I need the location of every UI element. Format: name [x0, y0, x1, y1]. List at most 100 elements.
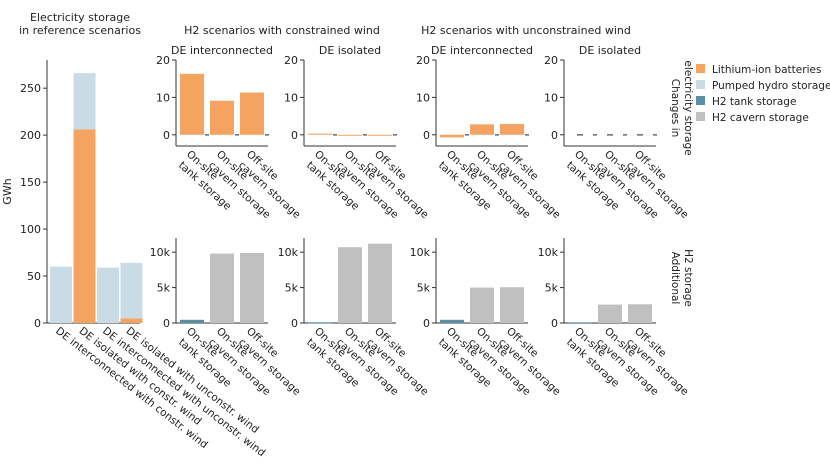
bar-pumped-hydro-storage	[120, 262, 143, 319]
bar-lithium-ion-batteries	[338, 134, 362, 136]
zero-marker	[333, 134, 337, 136]
y-tick-label: 20	[544, 54, 558, 67]
y-tick-label: 10k	[538, 246, 559, 259]
bar-h2-tank-storage	[440, 319, 464, 323]
bar-lithium-ion-batteries	[308, 133, 332, 135]
y-tick-label: 50	[27, 270, 41, 283]
y-tick-label: 0	[423, 129, 430, 142]
legend-swatch-lithium	[696, 64, 705, 73]
row-label-top-2: electricity storage	[682, 60, 694, 155]
zero-marker	[577, 134, 583, 136]
group-title-unconstrained: H2 scenarios with unconstrained wind	[421, 24, 631, 37]
y-tick-label: 5k	[417, 282, 431, 295]
y-tick-label: 200	[20, 129, 41, 142]
bar-lithium-ion-batteries	[73, 129, 96, 323]
bar-lithium-ion-batteries	[368, 134, 392, 136]
bar-h2-cavern-storage	[470, 287, 494, 323]
y-tick-label: 0	[291, 129, 298, 142]
bar-h2-cavern-storage	[628, 304, 652, 323]
y-axis-label: GWh	[1, 178, 14, 204]
bar-lithium-ion-batteries	[240, 92, 264, 135]
legend-label-pumped-hydro: Pumped hydro storage	[712, 80, 830, 92]
zero-marker	[265, 134, 269, 136]
zero-marker	[525, 134, 529, 136]
y-tick-label: 10k	[150, 246, 171, 259]
zero-marker	[363, 134, 367, 136]
bar-pumped-hydro-storage	[73, 73, 96, 130]
legend-swatch-pumped-hydro	[696, 80, 705, 89]
legend-label-lithium: Lithium-ion batteries	[712, 64, 821, 76]
bar-lithium-ion-batteries	[210, 100, 234, 135]
bar-pumped-hydro-storage	[50, 266, 72, 323]
y-tick-label: 10	[544, 91, 558, 104]
bar-lithium-ion-batteries	[120, 318, 143, 323]
zero-marker	[205, 134, 209, 136]
zero-marker	[607, 134, 613, 136]
panel-title: DE isolated	[579, 44, 641, 57]
panel-title: DE interconnected	[431, 44, 533, 57]
panel-title: DE interconnected	[171, 44, 273, 57]
group-title-constrained: H2 scenarios with constrained wind	[184, 24, 380, 37]
bar-h2-cavern-storage	[598, 304, 622, 323]
bar-h2-tank-storage	[180, 319, 204, 323]
panel-title: DE isolated	[319, 44, 381, 57]
zero-marker	[465, 134, 469, 136]
y-tick-label: 250	[20, 82, 41, 95]
zero-marker	[637, 134, 643, 136]
bar-h2-tank-storage	[308, 322, 332, 324]
row-label-bottom-2: H2 storage	[682, 249, 694, 307]
legend: Lithium-ion batteries Pumped hydro stora…	[696, 64, 830, 124]
ref-title-line1: Electricity storage	[30, 11, 130, 24]
y-tick-label: 5k	[545, 282, 559, 295]
y-tick-label: 5k	[157, 282, 171, 295]
y-tick-label: 10k	[278, 246, 299, 259]
bar-lithium-ion-batteries	[500, 123, 524, 135]
bar-lithium-ion-batteries	[470, 124, 494, 135]
y-tick-label: 0	[423, 317, 430, 330]
y-tick-label: 10	[156, 91, 170, 104]
legend-label-h2-tank: H2 tank storage	[712, 96, 796, 108]
y-tick-label: 10	[416, 91, 430, 104]
y-tick-label: 5k	[285, 282, 299, 295]
legend-label-h2-cavern: H2 cavern storage	[712, 112, 809, 124]
zero-marker	[495, 134, 499, 136]
row-label-top-1: Changes in	[669, 79, 681, 138]
bar-h2-cavern-storage	[368, 243, 392, 323]
bar-h2-cavern-storage	[338, 247, 362, 323]
bar-lithium-ion-batteries	[440, 134, 464, 138]
bar-h2-cavern-storage	[210, 253, 234, 323]
y-tick-label: 10k	[410, 246, 431, 259]
y-tick-label: 20	[416, 54, 430, 67]
y-tick-label: 150	[20, 176, 41, 189]
legend-swatch-h2-cavern	[696, 112, 705, 121]
bar-lithium-ion-batteries	[180, 73, 204, 135]
bar-h2-cavern-storage	[240, 252, 264, 323]
y-tick-label: 0	[551, 129, 558, 142]
bar-h2-cavern-storage	[500, 287, 524, 323]
legend-swatch-h2-tank	[696, 96, 705, 105]
y-tick-label: 0	[163, 317, 170, 330]
y-tick-label: 20	[156, 54, 170, 67]
bar-pumped-hydro-storage	[97, 267, 119, 323]
y-tick-label: 10	[284, 91, 298, 104]
row-label-bottom-1: Additional	[669, 252, 681, 305]
ref-title-line2: in reference scenarios	[19, 24, 141, 37]
y-tick-label: 0	[163, 129, 170, 142]
y-tick-label: 0	[34, 317, 41, 330]
y-tick-label: 20	[284, 54, 298, 67]
zero-marker	[623, 134, 627, 136]
y-tick-label: 0	[551, 317, 558, 330]
zero-marker	[393, 134, 397, 136]
zero-marker	[653, 134, 657, 136]
y-tick-label: 0	[291, 317, 298, 330]
zero-marker	[593, 134, 597, 136]
